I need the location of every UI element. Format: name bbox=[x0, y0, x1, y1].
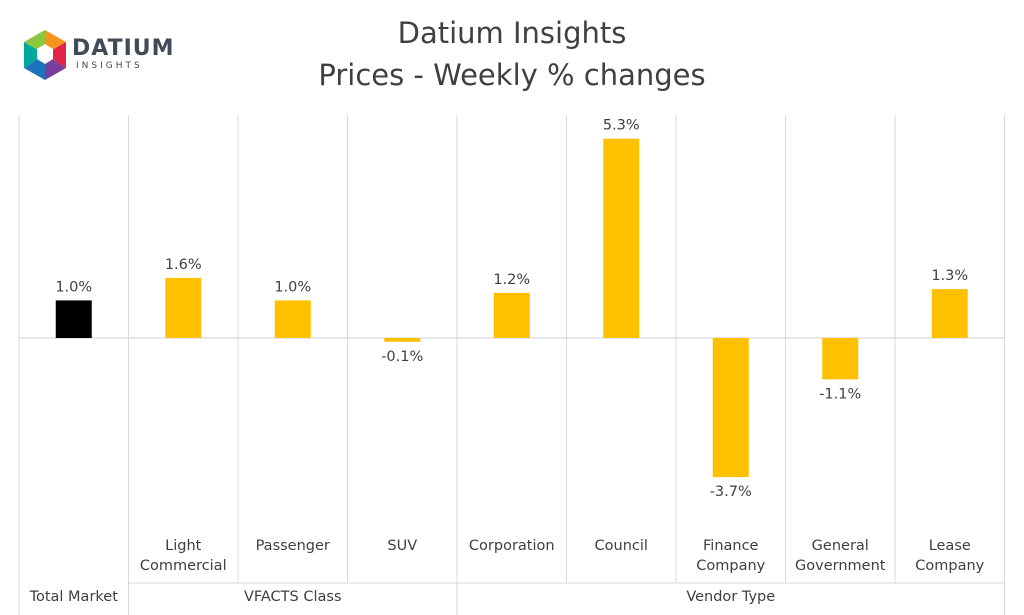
group-label: Total Market bbox=[29, 589, 119, 605]
category-label: Council bbox=[595, 538, 648, 554]
group-label: Vendor Type bbox=[686, 589, 775, 605]
data-label: 1.2% bbox=[493, 272, 530, 288]
category-label: Light bbox=[165, 538, 202, 554]
bar bbox=[384, 338, 421, 342]
bar bbox=[712, 338, 749, 478]
category-label: Corporation bbox=[469, 538, 555, 554]
category-label: Commercial bbox=[140, 558, 227, 574]
data-label: 1.0% bbox=[55, 279, 92, 295]
chart-title-line-2: Prices - Weekly % changes bbox=[318, 58, 706, 92]
logo-wordmark: DATIUM bbox=[72, 36, 175, 61]
logo-subtitle: INSIGHTS bbox=[76, 61, 143, 71]
data-label: 5.3% bbox=[603, 118, 640, 134]
group-label: VFACTS Class bbox=[244, 589, 342, 605]
data-label: 1.6% bbox=[165, 257, 202, 273]
category-label: Finance bbox=[703, 538, 759, 554]
category-label: Company bbox=[696, 558, 765, 574]
data-label: 1.0% bbox=[274, 279, 311, 295]
bar bbox=[165, 277, 202, 338]
data-label: -3.7% bbox=[710, 484, 752, 500]
category-label: Government bbox=[795, 558, 886, 574]
datium-logo-mark-icon bbox=[24, 30, 66, 80]
category-label: SUV bbox=[387, 538, 417, 554]
bar bbox=[822, 338, 859, 380]
data-label: 1.3% bbox=[931, 268, 968, 284]
category-label: General bbox=[812, 538, 869, 554]
bar bbox=[493, 292, 530, 338]
category-label: Lease bbox=[929, 538, 971, 554]
data-label: -1.1% bbox=[819, 386, 861, 402]
bar bbox=[274, 300, 311, 338]
category-label: Company bbox=[915, 558, 984, 574]
bar bbox=[931, 289, 968, 338]
data-label: -0.1% bbox=[381, 349, 423, 365]
category-label: Passenger bbox=[256, 538, 330, 554]
chart-title-line-1: Datium Insights bbox=[397, 16, 627, 50]
bar bbox=[603, 138, 640, 338]
bar bbox=[55, 300, 92, 338]
datium-logo: DATIUM INSIGHTS bbox=[20, 28, 174, 84]
